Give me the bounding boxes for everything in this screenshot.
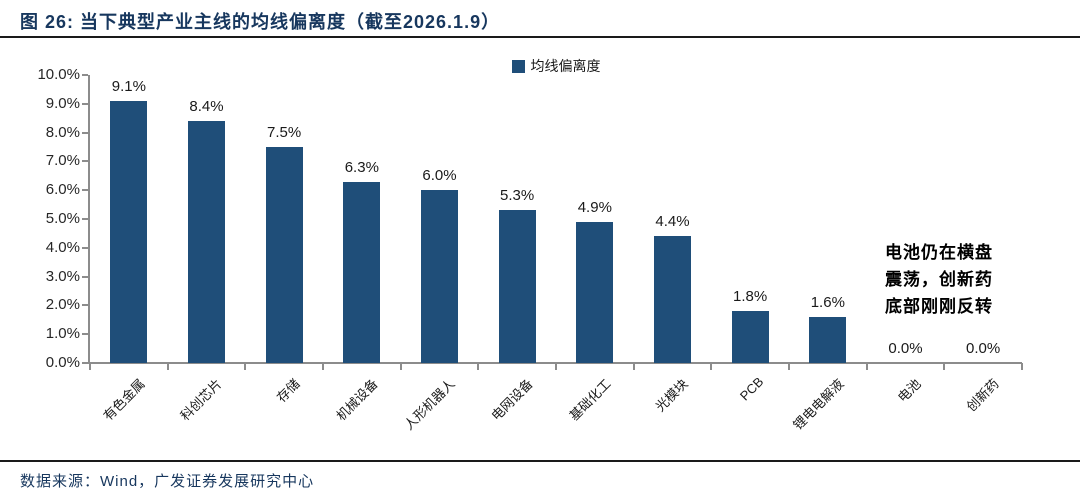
x-axis-tick	[632, 363, 635, 370]
bar-value-label: 0.0%	[888, 340, 923, 357]
chart-legend: 均线偏离度	[90, 56, 1022, 76]
x-axis-category-label-text: 科创芯片	[177, 376, 226, 424]
x-axis-category-label-text: 光模块	[653, 376, 692, 415]
y-axis-tick	[82, 304, 88, 307]
x-axis-tick	[865, 363, 868, 370]
y-axis-tick	[82, 189, 88, 192]
y-axis-tick-label: 6.0%	[45, 181, 80, 199]
bar-value-label: 0.0%	[966, 340, 1001, 357]
bar	[265, 147, 303, 363]
x-axis-category-label-text: 人形机器人	[401, 376, 459, 433]
x-axis-tick	[1021, 363, 1023, 370]
y-axis-tick-label: 8.0%	[45, 123, 80, 141]
bar-value-label: 6.0%	[422, 167, 457, 185]
x-axis-category-label-text: 基础化工	[566, 376, 614, 424]
bar-value-label: 7.5%	[267, 124, 302, 141]
chart-annotation: 电池仍在横盘震荡，创新药底部刚刚反转	[885, 243, 993, 317]
y-axis-tick	[82, 102, 88, 105]
legend-swatch	[511, 59, 525, 73]
bar	[188, 121, 225, 363]
y-axis-tick	[82, 160, 88, 163]
x-axis-category-label-text: 锂电电解液	[789, 376, 847, 433]
x-axis-tick	[943, 363, 946, 370]
footer-divider	[0, 460, 1080, 462]
x-axis-category-label-text: 电池	[895, 376, 925, 406]
data-source: 数据来源：Wind，广发证券发展研究中心	[20, 473, 315, 490]
bar-value-label: 1.6%	[810, 293, 845, 311]
y-axis-tick-label: 4.0%	[45, 238, 80, 256]
bar	[110, 100, 148, 363]
x-axis-category-label-text: 有色金属	[100, 376, 148, 424]
x-axis-tick	[710, 363, 713, 370]
x-axis-category-label-text: PCB	[737, 374, 767, 404]
x-axis-tick	[555, 363, 557, 370]
bar	[421, 190, 458, 363]
y-axis-tick	[82, 333, 88, 336]
bar	[498, 210, 536, 363]
y-axis-tick	[82, 246, 88, 249]
y-axis-tick	[82, 131, 88, 134]
y-axis-tick-label: 10.0%	[37, 66, 80, 83]
title-divider	[0, 36, 1080, 38]
bar-value-label: 4.4%	[655, 213, 690, 231]
x-axis-tick	[89, 363, 91, 370]
y-axis-tick-label: 9.0%	[45, 94, 80, 112]
y-axis-tick-label: 3.0%	[45, 267, 80, 285]
bar	[576, 221, 614, 363]
plot-area: 0.0% 1.0% 2.0% 3.0% 4.0% 5.0% 6.0% 7.0% 8.0% 9.0%…	[37, 66, 1023, 433]
bar	[343, 181, 381, 363]
y-axis-tick-label: 1.0%	[45, 325, 80, 343]
bar-value-label: 1.8%	[733, 288, 768, 306]
x-axis-tick	[477, 363, 480, 370]
x-axis-category-label-text: 存储	[273, 376, 303, 406]
y-axis-tick	[82, 218, 88, 220]
x-axis-category-label-text: 机械设备	[333, 376, 381, 424]
x-axis-tick	[322, 363, 324, 370]
y-axis-tick-label: 0.0%	[45, 354, 80, 371]
y-axis-tick	[82, 362, 88, 364]
bar-value-label: 8.4%	[189, 98, 224, 116]
y-axis-tick	[82, 74, 88, 76]
x-axis-tick	[788, 363, 790, 370]
x-axis-tick	[399, 363, 402, 370]
bar-value-label: 5.3%	[500, 187, 535, 205]
y-axis-tick-label: 7.0%	[45, 152, 80, 170]
x-axis-tick	[166, 363, 169, 370]
legend-label: 均线偏离度	[530, 58, 601, 74]
bar-value-label: 9.1%	[111, 77, 146, 95]
bar	[654, 236, 691, 363]
bar	[809, 316, 847, 363]
y-axis-tick-label: 2.0%	[45, 296, 80, 314]
x-axis-tick	[244, 363, 247, 370]
y-axis-tick-label: 5.0%	[45, 210, 80, 227]
bar-value-label: 4.9%	[577, 198, 612, 216]
bar-value-label: 6.3%	[344, 158, 379, 176]
figure-title: 图 26: 当下典型产业主线的均线偏离度（截至2026.1.9）	[20, 12, 501, 32]
y-axis-tick	[82, 275, 88, 278]
x-axis-category-label-text: 电网设备	[488, 376, 536, 424]
y-axis-line	[88, 75, 90, 364]
x-axis-category-label-text: 创新药	[963, 376, 1002, 415]
bar	[731, 311, 769, 363]
